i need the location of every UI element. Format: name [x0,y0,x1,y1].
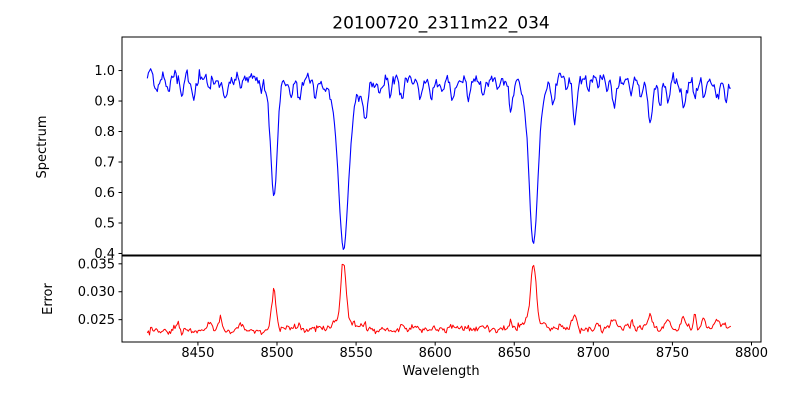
y-tick-label: 0.025 [78,313,115,328]
spectrum-panel-frame [121,36,762,256]
x-tick-label: 8700 [577,346,610,361]
error-y-axis-label: Error [41,283,56,315]
error-line [146,263,732,336]
x-tick-label: 8650 [498,346,531,361]
x-tick-label: 8750 [656,346,689,361]
chart-generated-group: 0.4 0.5 0.6 0.7 0.8 0.9 1.0 0.025 0.030 0.035 8450… [78,36,768,361]
x-axis-label: Wavelength [402,364,479,379]
y-tick-label: 0.030 [78,285,115,300]
error-panel-frame [121,255,762,343]
y-tick-label: 0.5 [94,216,115,231]
y-tick-label: 0.7 [94,156,115,171]
y-tick-label: 0.6 [94,186,115,201]
plot-title: 20100720_2311m22_034 [332,14,549,34]
y-tick-label: 0.4 [94,247,115,262]
x-tick-label: 8550 [340,346,373,361]
x-tick-label: 8450 [181,346,214,361]
y-tick-label: 0.8 [94,125,115,140]
x-tick-label: 8600 [419,346,452,361]
spectrum-line [146,68,731,250]
x-tick-label: 8800 [735,346,768,361]
x-tick-label: 8500 [260,346,293,361]
y-tick-label: 0.035 [78,257,115,272]
spectrum-y-axis-label: Spectrum [35,116,50,179]
y-tick-label: 0.9 [94,95,115,110]
y-tick-label: 1.0 [94,64,115,79]
